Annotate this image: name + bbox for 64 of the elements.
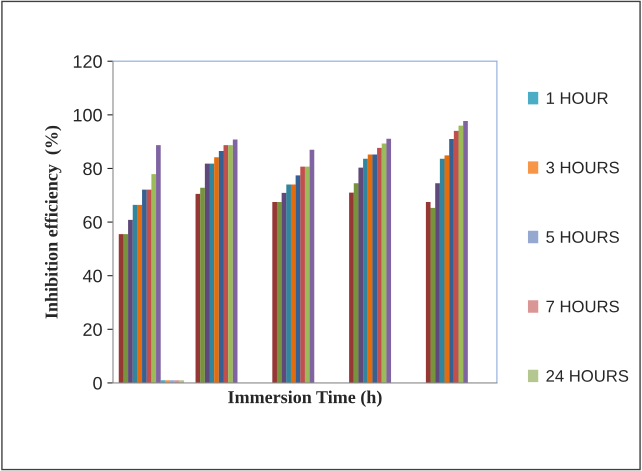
legend-label: 5 HOURS	[546, 231, 619, 243]
bar	[386, 138, 392, 383]
bar	[196, 194, 200, 383]
bar	[160, 380, 166, 383]
bar	[282, 192, 286, 383]
legend-label: 3 HOURS	[546, 162, 619, 174]
bar	[218, 151, 224, 383]
bar	[132, 204, 138, 383]
bar	[377, 148, 382, 383]
bar	[372, 154, 378, 383]
bar	[151, 174, 156, 383]
bar	[304, 166, 310, 383]
bar	[204, 164, 210, 383]
bar	[128, 220, 133, 383]
bar	[174, 380, 180, 383]
legend-label: 1 HOUR	[546, 92, 608, 104]
y-tick-label: 120	[74, 55, 102, 68]
bar	[170, 380, 175, 383]
legend-label: 7 HOURS	[546, 300, 619, 312]
bar	[286, 184, 291, 383]
bar	[440, 158, 445, 383]
bar	[363, 158, 368, 383]
bar	[426, 202, 431, 383]
bar	[296, 175, 300, 383]
y-tick-label: 100	[74, 108, 102, 122]
bar	[123, 234, 128, 383]
bar	[137, 204, 142, 383]
y-tick-label: 20	[83, 323, 102, 336]
y-tick-label: 80	[83, 162, 102, 176]
bar	[454, 130, 459, 383]
bar	[142, 190, 147, 383]
bar	[146, 190, 152, 383]
bar	[430, 208, 436, 383]
bar	[272, 202, 277, 383]
bar	[435, 183, 440, 383]
bar	[444, 155, 450, 383]
bar	[382, 144, 386, 383]
bar	[354, 183, 358, 383]
bar	[349, 192, 354, 383]
bar	[228, 145, 233, 383]
legend-label: 24 HOURS	[546, 370, 628, 382]
bar	[232, 140, 238, 383]
y-tick-label: 40	[82, 270, 102, 282]
bar	[300, 166, 305, 383]
bar	[200, 188, 205, 383]
bar	[458, 126, 464, 383]
bar	[358, 168, 364, 383]
bar	[449, 138, 454, 383]
bar	[463, 121, 468, 383]
bar	[276, 202, 282, 383]
bar	[310, 150, 314, 383]
bar	[179, 380, 184, 383]
bar	[118, 234, 124, 383]
x-axis-title: Immersion Time (h)	[228, 390, 382, 407]
y-tick-label: 0	[93, 376, 102, 390]
bar	[156, 145, 161, 383]
bar	[290, 184, 296, 383]
bar	[210, 164, 214, 383]
y-axis-title: Inhibition efficiency (%)	[44, 126, 62, 319]
bar	[165, 380, 170, 383]
y-tick-label: 60	[83, 216, 102, 229]
bar	[224, 145, 228, 383]
bar	[214, 157, 219, 383]
bar	[368, 154, 372, 383]
